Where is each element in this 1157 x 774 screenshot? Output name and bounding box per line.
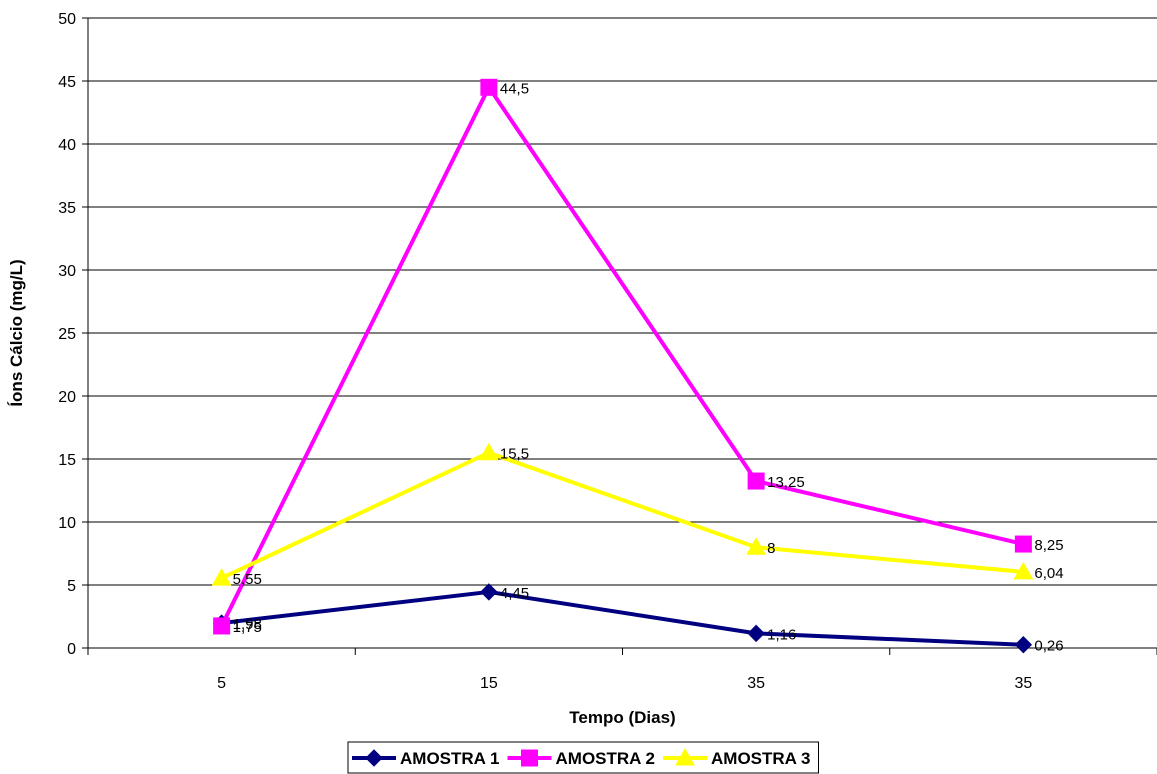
- data-label: 1,98: [233, 616, 262, 633]
- data-label: 5,55: [233, 571, 262, 588]
- data-label: 0,26: [1034, 638, 1063, 655]
- data-labels: 1,98 4,45 1,16 0,26 1,75 44,5 13,25 8,25 5,55 15,…: [233, 80, 1064, 654]
- series-3: [211, 442, 1034, 586]
- x-tick-label: 35: [747, 675, 765, 692]
- series-2: [213, 78, 1032, 635]
- data-point: [746, 537, 766, 555]
- data-point: [747, 472, 765, 490]
- data-point: [1013, 561, 1034, 580]
- axes: [82, 17, 1157, 655]
- y-tick-label: 15: [58, 452, 76, 469]
- data-label: 44,5: [500, 80, 529, 97]
- data-label: 6,04: [1034, 565, 1063, 582]
- y-tick-label: 0: [67, 641, 76, 658]
- legend-label: AMOSTRA 2: [556, 749, 656, 768]
- y-axis-title: Íons Cálcio (mg/L): [7, 259, 26, 406]
- y-tick-label: 20: [58, 389, 76, 406]
- data-point: [480, 583, 498, 601]
- x-axis-title: Tempo (Dias): [569, 708, 675, 727]
- x-tick-label: 5: [217, 675, 226, 692]
- data-label: 8,25: [1034, 537, 1063, 554]
- data-point: [213, 617, 231, 635]
- series-line: [219, 85, 1024, 627]
- legend-label: AMOSTRA 3: [711, 749, 811, 768]
- legend-marker: [365, 749, 383, 767]
- grid-lines: [88, 17, 1157, 586]
- data-label: 1,75: [233, 619, 262, 636]
- x-tick-label: 35: [1014, 675, 1032, 692]
- data-point: [1014, 636, 1033, 654]
- legend-item-2: AMOSTRA 2: [507, 749, 656, 768]
- data-label: 8: [767, 540, 775, 557]
- data-point: [211, 568, 232, 586]
- data-label: 15,5: [500, 446, 529, 463]
- series-line: [221, 589, 1024, 647]
- y-tick-label: 10: [58, 515, 76, 532]
- legend-item-1: AMOSTRA 1: [352, 749, 500, 768]
- data-label: 13,25: [767, 474, 805, 491]
- data-point: [747, 624, 765, 643]
- data-point: [479, 442, 499, 461]
- series-1: [212, 583, 1033, 654]
- y-tick-label: 25: [58, 326, 76, 343]
- legend-marker: [675, 747, 695, 766]
- x-tick-labels: 5 15 35 35: [217, 675, 1032, 692]
- legend-label: AMOSTRA 1: [400, 749, 500, 768]
- y-tick-label: 5: [67, 578, 76, 595]
- data-point: [1014, 535, 1032, 553]
- y-tick-label: 45: [58, 74, 76, 91]
- x-tick-label: 15: [480, 675, 498, 692]
- y-tick-label: 30: [58, 263, 76, 280]
- data-label: 4,45: [500, 585, 529, 602]
- y-tick-label: 50: [58, 11, 76, 28]
- data-label: 1,16: [767, 626, 796, 643]
- legend-marker: [521, 749, 538, 767]
- legend-item-3: AMOSTRA 3: [663, 747, 811, 768]
- legend: AMOSTRA 1 AMOSTRA 2 AMOSTRA 3: [347, 741, 819, 774]
- y-tick-labels: 0 5 10 15 20 25 30 35 40 45 50: [58, 11, 76, 658]
- series-line: [220, 450, 1024, 580]
- legend-box: [347, 741, 819, 774]
- y-tick-label: 40: [58, 137, 76, 154]
- y-tick-label: 35: [58, 200, 76, 217]
- data-point: [480, 78, 498, 96]
- series-group: [211, 78, 1034, 654]
